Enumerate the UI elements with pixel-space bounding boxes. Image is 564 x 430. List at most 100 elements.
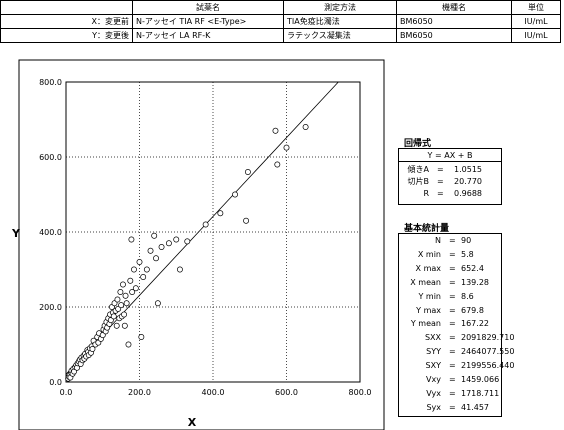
stats-label: Y mean [410, 319, 441, 329]
stats-row: Syx = 41.457 [399, 402, 501, 413]
stats-equals: = [449, 361, 456, 371]
y-tick-label: 200.0 [39, 303, 62, 312]
y-tick-label: 600.0 [39, 153, 62, 162]
stats-row: Y mean = 167.22 [399, 318, 501, 329]
x-tick-label: 200.0 [128, 388, 151, 397]
stats-label: X mean [410, 277, 441, 287]
data-point [274, 161, 281, 168]
data-point [132, 285, 139, 292]
regression-label: R [423, 189, 429, 198]
stats-row: SYY = 2464077.550 [399, 346, 514, 357]
stats-equals: = [449, 236, 456, 245]
stats-row: X mean = 139.28 [399, 277, 501, 288]
regression-equals: = [437, 177, 444, 186]
stats-row: N = 90 [399, 235, 501, 246]
stats-equals: = [449, 347, 456, 357]
regression-value: 20.770 [454, 177, 482, 186]
chart-area-border [18, 59, 385, 430]
info-table: 試薬名 測定方法 機種名 単位 X：変更前 N-アッセイ TIA RF <E-T… [0, 0, 561, 43]
data-point [165, 240, 172, 247]
stats-value: 2464077.550 [461, 347, 515, 357]
grid-lines [66, 82, 360, 382]
data-point [113, 322, 120, 329]
x-tick-label: 600.0 [275, 388, 298, 397]
y-tick-label: 0.0 [49, 378, 62, 387]
stats-value: 41.457 [461, 402, 489, 412]
regression-row: R = 0.9688 [399, 188, 501, 199]
data-point [302, 124, 309, 130]
data-point [151, 232, 158, 239]
stats-value: 90 [461, 236, 472, 245]
y-tick-label: 400.0 [39, 228, 62, 237]
tick-labels: 0.0 200.0 400.0 600.0 800.0 0.0 200.0 400.0 600.… [39, 78, 371, 397]
stats-equals: = [449, 249, 456, 259]
stats-label: X max [415, 263, 441, 273]
data-point [118, 302, 125, 309]
stats-row: Y min = 8.6 [399, 291, 501, 302]
data-point [243, 217, 250, 224]
stats-row: X max = 652.4 [399, 263, 501, 274]
data-point [122, 292, 129, 299]
x-tick-label: 0.0 [60, 388, 73, 397]
stats-title: 基本統計量 [404, 224, 450, 234]
stats-value: 5.8 [461, 249, 474, 259]
data-point [138, 334, 145, 340]
regression-label: 傾きA [407, 165, 429, 174]
data-point [110, 313, 117, 320]
stats-label: Y min [418, 291, 441, 301]
regression-label: 切片B [407, 177, 430, 186]
data-point [283, 144, 290, 151]
data-point [140, 274, 147, 280]
data-point [143, 266, 150, 273]
stats-row: SXX = 2091829.710 [399, 332, 515, 343]
stats-equals: = [449, 277, 456, 287]
stats-label: SYY [426, 347, 441, 357]
data-point [173, 236, 180, 243]
stats-equals: = [449, 291, 456, 301]
regression-equals: = [437, 189, 444, 198]
data-point [158, 244, 165, 250]
y-axis-label: Y [11, 227, 21, 240]
plot-area-border [65, 81, 361, 383]
stats-value: 1718.711 [461, 388, 500, 398]
data-point [127, 277, 134, 284]
table-row: Y：変更後 N-アッセイ LA RF-K ラテックス凝集法 BM6050 IU/… [0, 28, 561, 43]
stats-label: N [435, 236, 441, 245]
stats-row: SXY = 2199556.440 [399, 360, 515, 371]
data-point [121, 322, 128, 329]
data-point [131, 266, 137, 273]
data-point [125, 341, 132, 348]
table-cell: IU/mL [511, 28, 561, 43]
regression-value: 0.9688 [454, 189, 482, 198]
stats-equals: = [449, 375, 456, 384]
data-point [147, 247, 154, 254]
table-cell: N-アッセイ LA RF-K [132, 28, 284, 43]
stats-equals: = [449, 388, 456, 398]
stats-label: Syx [426, 402, 441, 412]
stats-row: Y max = 679.8 [399, 305, 501, 316]
data-point [117, 289, 124, 295]
stats-equals: = [449, 319, 456, 329]
table-cell: ラテックス凝集法 [283, 28, 397, 43]
stats-value: 1459.066 [461, 375, 500, 384]
stats-label: X min [417, 249, 441, 259]
table-row: X：変更前 N-アッセイ TIA RF <E-Type> TIA免疫比濁法 BM… [0, 14, 561, 29]
x-tick-label: 400.0 [202, 388, 225, 397]
data-point [244, 169, 251, 175]
data-point [129, 289, 136, 295]
stats-value: 8.6 [461, 291, 474, 301]
data-point [176, 266, 183, 273]
regression-row: 傾きA = 1.0515 [399, 164, 501, 175]
data-point [184, 238, 191, 245]
data-point [136, 259, 143, 265]
data-point [153, 255, 159, 262]
stats-value: 652.4 [461, 263, 484, 273]
data-point [154, 300, 161, 307]
stats-row: Vxy = 1459.066 [399, 374, 501, 385]
stats-label: Vxy [426, 375, 441, 384]
data-point [272, 127, 279, 134]
data-points [65, 124, 309, 382]
stats-box: N = 90 X min = 5.8 X max = 652.4 X mean = 139.28 Y m… [398, 233, 515, 417]
x-axis-label: X [188, 416, 197, 429]
stats-equals: = [449, 333, 456, 343]
